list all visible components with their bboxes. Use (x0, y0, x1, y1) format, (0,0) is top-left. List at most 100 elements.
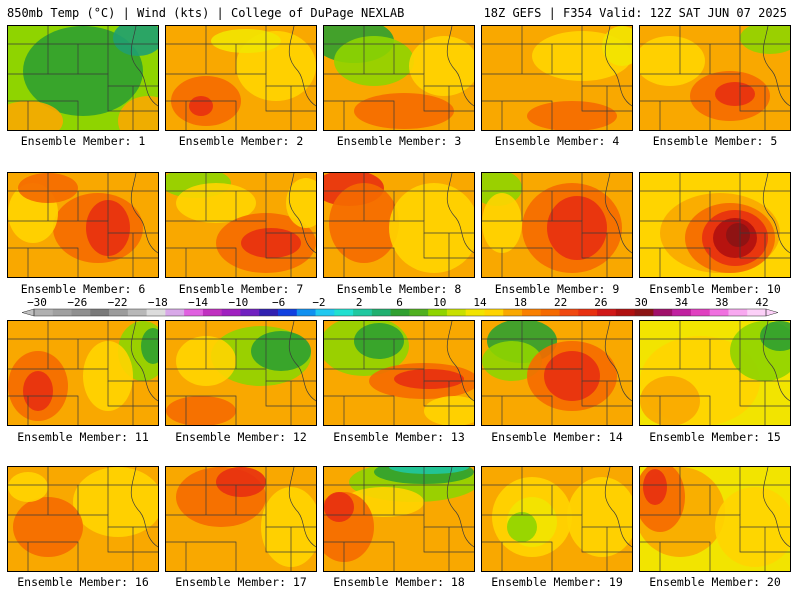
ensemble-panel-6 (7, 172, 159, 278)
colorbar-tick-label: 18 (514, 296, 527, 309)
state-border (640, 100, 711, 130)
temperature-region (113, 26, 158, 56)
temperature-region (354, 93, 454, 129)
state-border (166, 368, 316, 382)
ensemble-panel-20 (639, 466, 791, 572)
colorbar-segment (597, 309, 617, 316)
colorbar-min-arrow (21, 308, 35, 317)
colorbar-tick-label: −14 (188, 296, 208, 309)
temperature-map (324, 467, 474, 571)
temperature-map (166, 467, 316, 571)
state-border (265, 86, 316, 112)
state-border (640, 220, 790, 234)
colorbar-segment (615, 309, 636, 316)
ensemble-panel-13 (323, 320, 475, 426)
colorbar-segment (522, 309, 542, 316)
colorbar-segment (90, 309, 110, 316)
state-border (265, 381, 316, 407)
colorbar-tick-label: 2 (356, 296, 363, 309)
temperature-map (640, 467, 790, 571)
temperature-map (166, 321, 316, 425)
colorbar-tick-label: 6 (396, 296, 403, 309)
state-border (130, 467, 158, 548)
temperature-map (640, 173, 790, 277)
temperature-region (329, 183, 399, 263)
colorbar-tick-label: −22 (108, 296, 128, 309)
colorbar-segment (34, 309, 54, 316)
ensemble-panel-8 (323, 172, 475, 278)
colorbar-segment (709, 309, 729, 316)
ensemble-panel-12 (165, 320, 317, 426)
ensemble-member-label: Ensemble Member: 11 (17, 430, 149, 444)
state-border (762, 173, 790, 254)
temperature-map (166, 26, 316, 130)
state-border (8, 368, 158, 382)
temperature-region (482, 341, 542, 381)
colorbar-segment (52, 309, 73, 316)
state-border (166, 395, 237, 425)
ensemble-panel-17 (165, 466, 317, 572)
state-border (130, 26, 158, 107)
state-border (762, 321, 790, 402)
temperature-region (643, 469, 667, 505)
state-border (324, 247, 395, 277)
colorbar-segment (371, 309, 392, 316)
ensemble-panel-16 (7, 466, 159, 572)
run-valid-time: 18Z GEFS | F354 Valid: 12Z SAT JUN 07 20… (483, 6, 787, 20)
ensemble-member-label: Ensemble Member: 16 (17, 575, 149, 589)
temperature-map (640, 26, 790, 130)
colorbar-segment (728, 309, 748, 316)
ensemble-panel-9 (481, 172, 633, 278)
state-border (8, 514, 158, 528)
temperature-region (602, 26, 632, 66)
colorbar-segment (221, 309, 241, 316)
temperature-region (567, 477, 632, 557)
temperature-region (118, 96, 158, 130)
temperature-region (141, 328, 158, 364)
temperature-region (8, 101, 63, 130)
ensemble-member-label: Ensemble Member: 19 (491, 575, 623, 589)
colorbar-segment (202, 309, 223, 316)
temperature-region (640, 376, 700, 425)
colorbar-segment (409, 309, 429, 316)
ensemble-panel-3 (323, 25, 475, 131)
temperature-colorbar: −30 −26 −22 −18 −14 −10 −6 −2 2 6 10 14 18 22 26 30 34 38… (21, 296, 779, 317)
ensemble-panel-15 (639, 320, 791, 426)
colorbar-tick-label: −6 (272, 296, 285, 309)
temperature-map (8, 467, 158, 571)
colorbar-segment (428, 309, 448, 316)
ensemble-member-label: Ensemble Member: 14 (491, 430, 623, 444)
temperature-region (251, 331, 311, 371)
temperature-region (23, 26, 143, 116)
state-border (166, 541, 237, 571)
colorbar-segment (634, 309, 654, 316)
state-border (581, 527, 632, 553)
colorbar-segment (559, 309, 579, 316)
state-border (288, 26, 316, 107)
state-border (130, 321, 158, 402)
temperature-map (324, 321, 474, 425)
temperature-region (286, 178, 316, 228)
temperature-map (482, 173, 632, 277)
colorbar-segment (390, 309, 410, 316)
colorbar-tick-label: 34 (675, 296, 689, 309)
colorbar-segment (165, 309, 185, 316)
ensemble-member-label: Ensemble Member: 8 (336, 282, 462, 296)
state-border (423, 381, 474, 407)
state-border (288, 173, 316, 254)
temperature-region (394, 369, 464, 389)
state-border (640, 73, 790, 87)
state-border (762, 26, 790, 107)
temperature-map (482, 26, 632, 130)
colorbar-max-arrow (765, 308, 779, 317)
colorbar-segment (240, 309, 260, 316)
ensemble-member-label: Ensemble Member: 6 (20, 282, 146, 296)
chart-title: 850mb Temp (°C) | Wind (kts) | College o… (7, 6, 405, 20)
temperature-region (324, 492, 354, 522)
state-border (166, 220, 316, 234)
ensemble-panel-11 (7, 320, 159, 426)
colorbar-tick-label: 30 (635, 296, 648, 309)
state-border (423, 233, 474, 259)
state-border (288, 321, 316, 402)
ensemble-member-label: Ensemble Member: 9 (494, 282, 620, 296)
